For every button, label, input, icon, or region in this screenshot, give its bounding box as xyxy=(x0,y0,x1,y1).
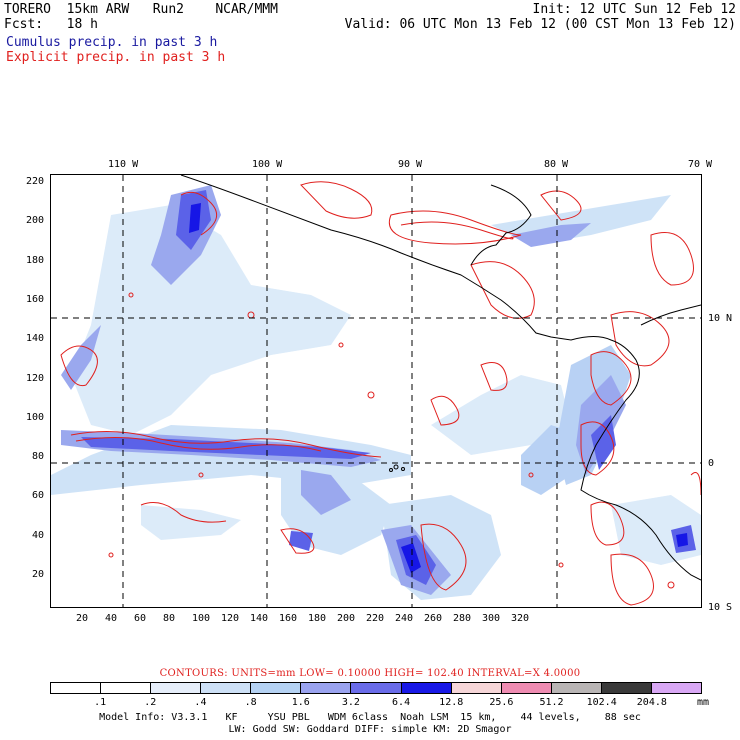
colorbar-label: .8 xyxy=(244,697,257,708)
lat-label-10s: 10 S xyxy=(708,602,733,613)
colorbar-swatch xyxy=(251,683,302,693)
colorbar-label: 25.6 xyxy=(489,697,514,708)
colorbar-label: 1.6 xyxy=(291,697,310,708)
lat-label-10n: 10 N xyxy=(708,313,733,324)
colorbar-label: 102.4 xyxy=(586,697,617,708)
colorbar-label: 12.8 xyxy=(439,697,464,708)
colorbar-label: .2 xyxy=(144,697,157,708)
colorbar-label: .4 xyxy=(194,697,207,708)
colorbar-swatch xyxy=(351,683,402,693)
colorbar-swatch xyxy=(451,683,502,693)
cumulus-precip-label: Cumulus precip. in past 3 h xyxy=(6,35,218,50)
y-tick-label: 140 xyxy=(25,333,44,345)
y-tick-label: 60 xyxy=(31,490,44,502)
x-tick-label: 300 xyxy=(482,613,501,624)
header-valid-time: Valid: 06 UTC Mon 13 Feb 12 (00 CST Mon … xyxy=(344,17,736,32)
x-tick-label: 120 xyxy=(221,613,240,624)
x-tick-label: 100 xyxy=(192,613,211,624)
colorbar-unit: mm xyxy=(697,697,710,708)
colorbar-swatch xyxy=(601,683,652,693)
x-tick-label: 260 xyxy=(424,613,443,624)
y-tick-label: 160 xyxy=(25,293,44,305)
colorbar-label: 3.2 xyxy=(341,697,360,708)
x-tick-label: 160 xyxy=(279,613,298,624)
colorbar-swatch xyxy=(51,683,102,693)
colorbar-swatch xyxy=(651,683,702,693)
colorbar-label: .1 xyxy=(94,697,107,708)
coastlines xyxy=(180,175,701,581)
x-tick-label: 200 xyxy=(337,613,356,624)
precip-colorbar xyxy=(50,682,702,694)
x-tick-label: 240 xyxy=(395,613,414,624)
explicit-precip-label: Explicit precip. in past 3 h xyxy=(6,50,226,65)
explicit-precip-contours xyxy=(60,181,701,606)
x-tick-label: 280 xyxy=(453,613,472,624)
model-physics-line: LW: Godd SW: Goddard DIFF: simple KM: 2D… xyxy=(228,724,512,735)
colorbar-label: 204.8 xyxy=(636,697,667,708)
x-tick-label: 40 xyxy=(105,613,118,624)
colorbar-label: 51.2 xyxy=(539,697,564,708)
colorbar-label: 6.4 xyxy=(392,697,411,708)
x-tick-label: 140 xyxy=(250,613,269,624)
colorbar-swatch xyxy=(101,683,152,693)
header-init-time: Init: 12 UTC Sun 12 Feb 12 xyxy=(532,2,737,17)
colorbar-swatch xyxy=(201,683,252,693)
y-tick-label: 20 xyxy=(31,569,44,580)
y-tick-label: 180 xyxy=(25,254,44,266)
lat-label-0: 0 xyxy=(708,458,715,469)
lon-label-70w: 70 W xyxy=(688,159,713,170)
y-tick-label: 200 xyxy=(25,215,44,227)
lon-label-80w: 80 W xyxy=(544,159,569,170)
lon-label-110w: 110 W xyxy=(108,159,139,170)
lon-label-90w: 90 W xyxy=(398,159,423,170)
model-info-line: Model Info: V3.3.1 KF YSU PBL WDM 6class… xyxy=(99,712,641,723)
colorbar-swatch xyxy=(401,683,452,693)
x-tick-label: 80 xyxy=(163,613,176,624)
y-tick-label: 80 xyxy=(31,451,44,463)
precip-map xyxy=(50,174,702,608)
colorbar-swatch xyxy=(501,683,552,693)
x-tick-label: 60 xyxy=(134,613,147,624)
x-tick-label: 320 xyxy=(511,613,530,624)
x-tick-label: 180 xyxy=(308,613,327,624)
y-tick-label: 100 xyxy=(25,411,44,423)
colorbar-swatch xyxy=(301,683,352,693)
header-forecast-hour: Fcst: 18 h xyxy=(4,17,98,32)
lon-label-100w: 100 W xyxy=(252,159,283,170)
y-tick-label: 220 xyxy=(25,176,44,187)
y-tick-label: 120 xyxy=(25,372,44,384)
x-tick-label: 20 xyxy=(76,613,89,624)
colorbar-swatch xyxy=(551,683,602,693)
colorbar-swatch xyxy=(151,683,202,693)
contours-info: CONTOURS: UNITS=mm LOW= 0.10000 HIGH= 10… xyxy=(159,668,581,679)
x-tick-label: 220 xyxy=(366,613,385,624)
y-tick-label: 40 xyxy=(31,529,44,541)
header-run-info: TORERO 15km ARW Run2 NCAR/MMM xyxy=(4,2,278,17)
lat-lon-grid xyxy=(51,175,701,607)
cumulus-precip-shading xyxy=(51,185,701,600)
